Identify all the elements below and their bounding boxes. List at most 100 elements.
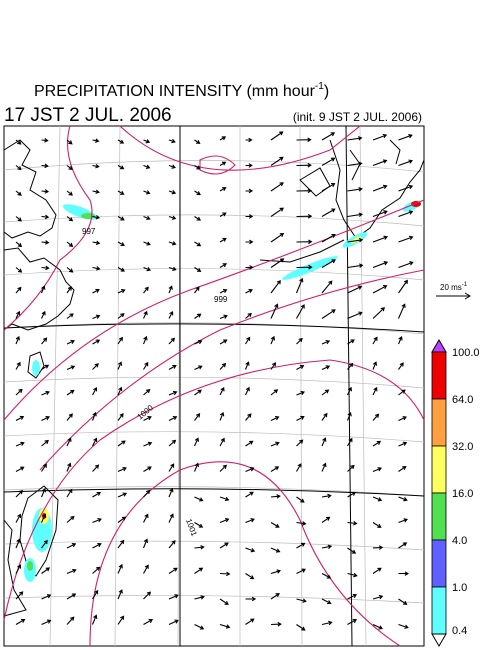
wind-arrow (168, 619, 179, 625)
wind-arrow (219, 263, 228, 268)
wind-arrow (143, 441, 153, 447)
wind-arrow (143, 466, 152, 472)
wind-arrow (168, 215, 177, 220)
wind-arrow (91, 411, 97, 421)
wind-arrow (296, 598, 307, 603)
wind-arrow (92, 363, 99, 370)
wind-scale-label: 20 ms-1 (440, 282, 468, 292)
colorbar-segment (431, 539, 447, 588)
wind-arrow (219, 212, 227, 217)
wind-arrow (347, 362, 354, 370)
wind-arrow (372, 336, 378, 345)
wind-arrow (168, 567, 178, 574)
wind-arrow (347, 520, 358, 526)
wind-arrow (15, 241, 23, 248)
wind-arrow (194, 339, 203, 345)
wind-arrow (219, 496, 230, 502)
wind-arrow (92, 517, 102, 524)
wind-arrow (398, 362, 404, 370)
wind-arrow (219, 362, 227, 370)
colorbar-over (431, 339, 447, 353)
wind-arrow (15, 388, 23, 396)
wind-arrow (372, 210, 388, 218)
wind-arrow (66, 190, 73, 196)
wind-arrow (41, 390, 50, 396)
wind-arrow (66, 413, 73, 421)
wind-arrow (270, 389, 279, 396)
wind-arrow (41, 337, 48, 345)
wind-arrow (143, 286, 149, 294)
wind-arrow (398, 389, 406, 396)
wind-arrow (270, 569, 282, 575)
wind-arrow (92, 339, 101, 345)
wind-arrow (194, 241, 202, 247)
wind-arrow (245, 336, 251, 345)
colorbar-label: 1.0 (452, 582, 467, 594)
wind-arrow (398, 210, 414, 218)
wind-arrow (41, 265, 50, 271)
wind-arrow (372, 413, 380, 421)
wind-arrow (219, 542, 229, 549)
wind-arrow (66, 515, 75, 523)
wind-arrow (91, 614, 98, 625)
wind-arrow (143, 310, 148, 319)
wind-arrow (372, 623, 383, 630)
wind-arrow (66, 165, 73, 171)
wind-arrow (194, 496, 204, 502)
colorbar-segment (431, 445, 447, 494)
wind-arrow (117, 165, 125, 170)
wind-arrow (66, 339, 75, 345)
wind-arrow (92, 386, 98, 396)
wind-arrow (15, 618, 26, 625)
wind-arrow (219, 314, 228, 320)
wind-arrow (117, 413, 124, 421)
wind-arrow (347, 311, 363, 320)
wind-arrow (270, 522, 280, 528)
wind-scale-arrow (436, 292, 471, 300)
colorbar-label: 0.4 (452, 625, 467, 637)
wind-arrow (321, 412, 328, 421)
colorbar-label: 100.0 (452, 347, 480, 359)
wind-arrow (194, 567, 204, 574)
wind-arrow (143, 361, 149, 370)
wind-arrow (398, 416, 407, 422)
wind-arrow (193, 437, 199, 447)
wind-arrow (92, 491, 102, 498)
coastline (3, 139, 425, 617)
wind-arrow (398, 518, 408, 524)
wind-arrow (347, 161, 363, 167)
wind-arrow (15, 564, 22, 574)
wind-arrow (347, 437, 353, 447)
wind-arrow (270, 279, 281, 294)
wind-arrow (168, 285, 173, 294)
wind-arrow (15, 538, 21, 549)
wind-arrow (245, 596, 257, 602)
colorbar-under (431, 633, 447, 647)
wind-arrow (66, 241, 74, 247)
wind-arrow (15, 286, 22, 294)
wind-arrow (398, 496, 408, 502)
wind-arrow (168, 241, 177, 246)
wind-arrow (347, 491, 357, 498)
wind-arrow (168, 138, 176, 144)
wind-arrow (321, 493, 332, 499)
wind-arrow (15, 139, 22, 145)
wind-arrow (194, 624, 205, 630)
wind-arrow (66, 389, 75, 396)
wind-arrow (66, 568, 77, 575)
wind-arrow (296, 496, 305, 503)
wind-arrow (296, 439, 304, 447)
wind-arrow (117, 563, 123, 574)
wind-arrow (168, 415, 178, 421)
wind-arrow (143, 190, 151, 195)
wind-arrow (398, 598, 408, 605)
wind-arrow (372, 386, 378, 396)
colorbar-segment (431, 398, 447, 447)
wind-arrow (270, 131, 284, 141)
wind-arrow (245, 386, 250, 396)
wind-arrow (117, 313, 125, 319)
wind-arrow (321, 208, 336, 217)
wind-arrow (41, 310, 46, 319)
wind-arrow (321, 259, 336, 268)
